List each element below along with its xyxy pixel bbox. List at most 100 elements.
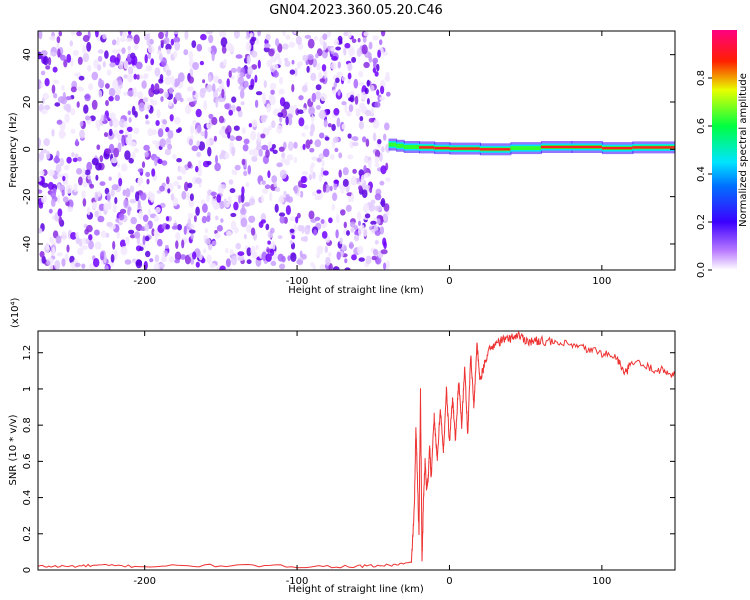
- noise-cell: [301, 132, 306, 137]
- noise-cell: [342, 167, 349, 176]
- noise-cell: [203, 100, 208, 111]
- figure-title: GN04.2023.360.05.20.C46: [269, 3, 443, 18]
- noise-cell: [225, 247, 229, 254]
- noise-cell: [184, 31, 189, 40]
- noise-cell: [229, 135, 235, 142]
- snr-x-tick-label: -200: [133, 576, 156, 587]
- colorbar-label: Normalized spectral amplitude: [738, 73, 749, 227]
- noise-cell: [135, 259, 143, 269]
- noise-cell: [147, 208, 151, 216]
- noise-cell: [132, 87, 137, 98]
- noise-cell: [183, 49, 189, 56]
- noise-cell: [329, 153, 335, 161]
- noise-cell: [183, 225, 187, 235]
- noise-cell: [212, 83, 216, 92]
- noise-cell: [57, 48, 61, 58]
- noise-cell: [297, 212, 301, 219]
- noise-cell: [93, 258, 100, 268]
- noise-cell: [331, 203, 335, 211]
- noise-cell: [41, 255, 46, 264]
- noise-cell: [78, 176, 83, 186]
- noise-cell: [123, 121, 128, 129]
- noise-cell: [94, 229, 100, 236]
- noise-cell: [311, 92, 317, 103]
- noise-cell: [47, 181, 54, 191]
- noise-cell: [366, 98, 370, 105]
- noise-cell: [288, 41, 296, 48]
- noise-cell: [70, 58, 74, 67]
- noise-cell: [208, 75, 212, 83]
- noise-cell: [47, 56, 52, 66]
- noise-cell: [200, 199, 205, 205]
- noise-cell: [248, 84, 254, 90]
- noise-cell: [284, 57, 289, 63]
- noise-cell: [281, 152, 286, 159]
- noise-cell: [289, 240, 293, 245]
- noise-cell: [127, 208, 131, 216]
- spectrogram-y-tick-label: -40: [22, 236, 33, 252]
- noise-cell: [179, 166, 186, 174]
- noise-cell: [332, 89, 337, 95]
- noise-cell: [69, 40, 74, 47]
- noise-cell: [174, 41, 181, 51]
- noise-cell: [91, 157, 99, 166]
- noise-cell: [142, 235, 146, 246]
- noise-cell: [215, 154, 218, 164]
- noise-cell: [164, 244, 169, 249]
- noise-cell: [230, 67, 237, 73]
- noise-cell: [211, 240, 217, 246]
- noise-cell: [358, 220, 361, 226]
- noise-cell: [364, 213, 371, 219]
- noise-cell: [91, 99, 98, 110]
- noise-cell: [38, 228, 43, 234]
- noise-cell: [195, 108, 202, 118]
- noise-cell: [127, 110, 131, 116]
- noise-cell: [289, 69, 296, 75]
- noise-cell: [310, 123, 315, 133]
- noise-cell: [240, 217, 248, 228]
- noise-cell: [38, 151, 45, 161]
- noise-cell: [187, 182, 193, 189]
- noise-cell: [145, 171, 151, 178]
- noise-cell: [370, 220, 377, 225]
- noise-cell: [72, 157, 78, 163]
- noise-cell: [119, 37, 126, 43]
- noise-cell: [287, 113, 293, 119]
- noise-cell: [278, 196, 285, 204]
- noise-cell: [374, 162, 380, 168]
- noise-cell: [241, 127, 246, 135]
- noise-cell: [277, 43, 283, 53]
- noise-cell: [54, 260, 61, 270]
- noise-cell: [166, 69, 172, 77]
- noise-cell: [171, 225, 178, 230]
- noise-cell: [131, 151, 136, 159]
- noise-cell: [254, 99, 259, 108]
- noise-cell: [103, 202, 110, 211]
- noise-cell: [161, 160, 168, 166]
- noise-cell: [108, 96, 114, 102]
- noise-cell: [294, 67, 298, 77]
- noise-cell: [302, 171, 309, 176]
- noise-cell: [218, 128, 225, 136]
- noise-cell: [136, 74, 140, 80]
- noise-cell: [265, 223, 270, 231]
- noise-cell: [215, 215, 219, 221]
- noise-cell: [240, 101, 245, 106]
- noise-cell: [322, 33, 328, 40]
- noise-cell: [220, 218, 224, 223]
- noise-cell: [58, 216, 63, 225]
- noise-cell: [63, 164, 70, 171]
- noise-cell: [329, 185, 333, 192]
- noise-cell: [142, 97, 149, 103]
- noise-cell: [207, 46, 212, 53]
- noise-cell: [214, 204, 221, 209]
- noise-cell: [51, 84, 56, 94]
- noise-cell: [77, 247, 84, 256]
- noise-cell: [263, 80, 267, 88]
- noise-cell: [119, 239, 127, 248]
- noise-cell: [372, 119, 380, 129]
- noise-cell: [260, 194, 264, 204]
- noise-cell: [214, 232, 221, 239]
- noise-cell: [146, 37, 150, 47]
